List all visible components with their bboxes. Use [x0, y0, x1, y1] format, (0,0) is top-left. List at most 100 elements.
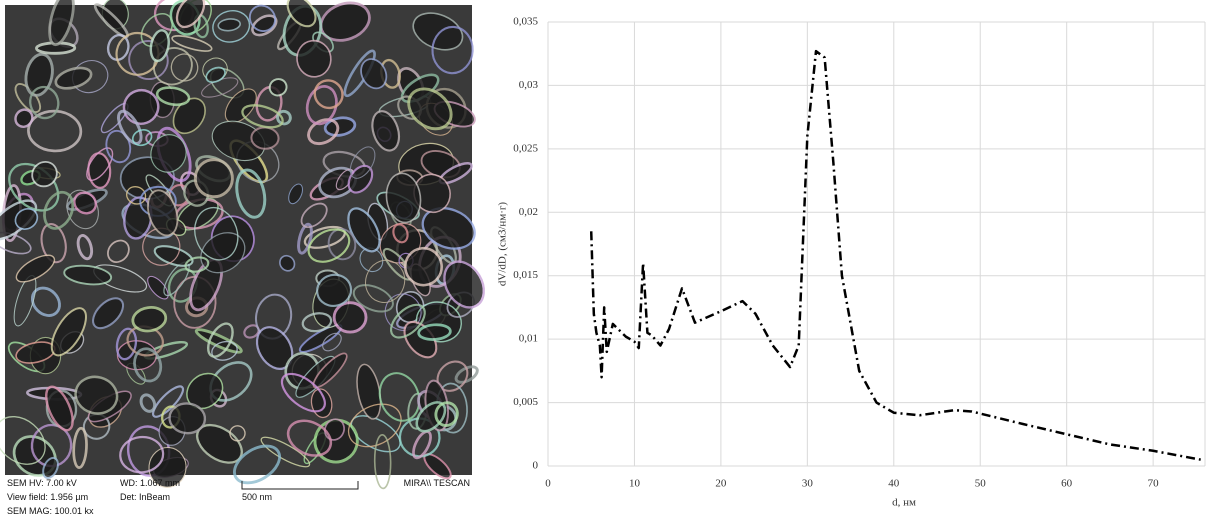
y-tick-label: 0,035: [513, 16, 538, 28]
sem-scale-label: 500 nm: [242, 492, 272, 502]
sem-fiber: [385, 172, 422, 224]
sem-fiber: [148, 446, 187, 488]
sem-fiber: [431, 25, 474, 75]
sem-fiber: [233, 444, 281, 485]
data-line: [589, 49, 1201, 461]
x-tick-label: 10: [629, 478, 641, 490]
sem-fiber: [235, 168, 267, 219]
sem-fiber: [193, 158, 234, 199]
y-axis-label: dV/dD, (см3/нм·г): [497, 202, 509, 287]
y-tick-label: 0,015: [513, 269, 538, 281]
sem-fiber: [133, 347, 163, 383]
sem-fiber: [373, 434, 392, 490]
sem-fiber: [74, 375, 119, 415]
sem-fiber: [170, 53, 199, 82]
sem-texture: [0, 0, 485, 490]
sem-fiber: [205, 66, 226, 84]
sem-fiber: [332, 301, 368, 334]
sem-fiber: [147, 189, 179, 237]
sem-mag: SEM MAG: 100.01 kx: [7, 506, 94, 516]
y-tick-label: 0,01: [519, 333, 538, 345]
sem-fiber: [224, 88, 257, 124]
sem-fiber: [360, 58, 388, 90]
sem-fiber: [107, 239, 130, 263]
scale-bar: [241, 481, 359, 490]
sem-fiber: [211, 340, 238, 361]
sem-fiber: [300, 202, 328, 229]
sem-fiber: [168, 402, 207, 435]
sem-fiber: [117, 109, 143, 145]
sem-fiber: [286, 419, 333, 457]
sem-fiber: [45, 385, 74, 432]
sem-fiber: [131, 128, 153, 147]
sem-fiber: [106, 33, 130, 61]
x-tick-label: 40: [888, 478, 900, 490]
sem-fiber: [194, 206, 239, 261]
sem-fiber: [155, 86, 191, 107]
sem-fiber: [92, 297, 125, 330]
sem-fiber: [347, 403, 402, 448]
sem-fiber: [15, 254, 56, 283]
sem-fiber: [63, 264, 113, 286]
sem-fiber: [153, 245, 194, 267]
sem-fiber: [307, 118, 340, 146]
x-tick-label: 50: [975, 478, 987, 490]
sem-fiber: [14, 207, 39, 230]
sem-fiber: [147, 275, 169, 300]
sem-fiber: [279, 254, 296, 272]
sem-fiber: [40, 223, 67, 264]
sem-fiber: [42, 456, 59, 479]
sem-view-field: View field: 1.956 µm: [7, 492, 88, 502]
x-tick-label: 60: [1061, 478, 1073, 490]
sem-fiber: [434, 401, 459, 427]
y-tick-label: 0: [533, 460, 539, 472]
sem-fiber: [454, 365, 479, 384]
sem-fiber: [305, 85, 338, 126]
sem-fiber: [412, 12, 464, 51]
x-axis-label: d, нм: [892, 497, 916, 509]
chart: d, нм dV/dD, (см3/нм·г) 0 0,005 0,01 0,015 0…: [497, 16, 1206, 509]
sem-fiber: [241, 104, 284, 129]
x-tick-label: 20: [715, 478, 727, 490]
sem-fiber: [194, 328, 243, 354]
sem-fiber: [229, 425, 246, 442]
sem-fiber: [149, 29, 170, 63]
sem-fiber: [139, 393, 157, 413]
sem-fiber: [73, 191, 98, 215]
sem-fiber: [200, 232, 246, 274]
sem-fiber: [105, 129, 132, 164]
y-tick-label: 0,02: [519, 206, 538, 218]
sem-fiber: [296, 39, 332, 78]
sem-fiber: [150, 134, 187, 173]
sem-fiber: [347, 164, 374, 194]
sem-fiber: [322, 332, 342, 352]
sem-fiber: [76, 234, 94, 261]
sem-fiber: [268, 78, 288, 97]
sem-detector: Det: InBeam: [120, 492, 170, 502]
sem-fiber: [352, 284, 394, 313]
sem-fiber: [184, 256, 210, 273]
x-tick-label: 70: [1148, 478, 1160, 490]
sem-fiber: [31, 160, 58, 188]
sem-fiber: [24, 52, 54, 97]
sem-fiber: [171, 35, 213, 52]
sem-fiber: [142, 227, 181, 266]
sem-fiber: [407, 87, 453, 131]
sem-fiber: [280, 372, 326, 413]
sem-fiber: [72, 426, 88, 469]
sem-fiber: [212, 10, 251, 43]
y-tick-label: 0,03: [519, 79, 539, 91]
sem-fiber: [371, 110, 401, 152]
sem-fiber: [126, 186, 147, 205]
sem-fiber: [0, 416, 46, 465]
sem-fiber: [365, 259, 406, 303]
sem-fiber: [217, 18, 242, 32]
sem-fiber: [172, 97, 206, 135]
sem-fiber: [119, 435, 165, 474]
x-tick-label: 30: [802, 478, 814, 490]
sem-wd: WD: 1.067 mm: [120, 478, 180, 488]
sem-fiber: [50, 307, 87, 357]
sem-fiber: [421, 207, 476, 250]
sem-fiber: [86, 147, 114, 181]
